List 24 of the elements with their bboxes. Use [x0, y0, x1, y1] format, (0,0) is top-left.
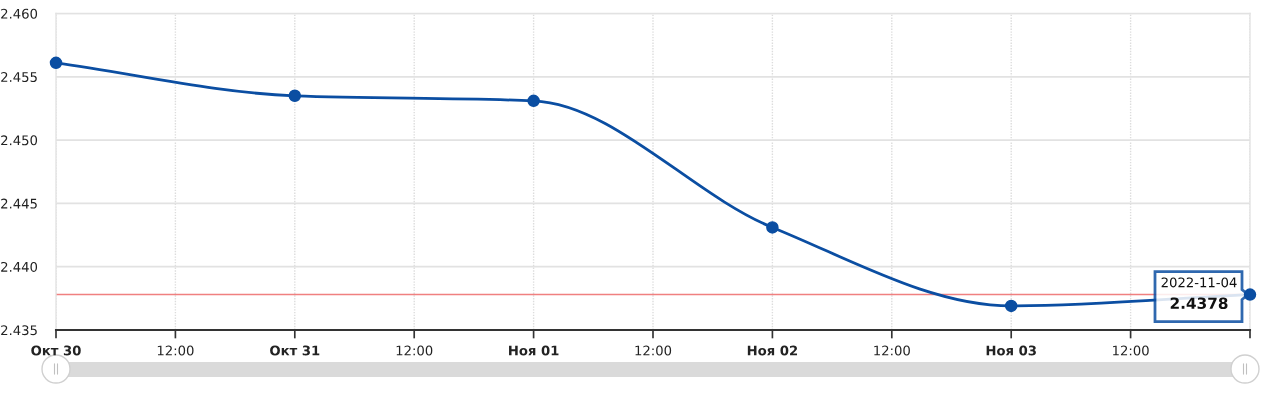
x-tick-label: 12:00 — [396, 345, 433, 356]
point — [527, 94, 540, 108]
point — [1004, 299, 1018, 313]
y-tick-label: 2.450 — [1, 135, 38, 146]
x-tick-label: Ноя 03 — [986, 345, 1036, 356]
y-tick-label: 2.440 — [1, 261, 38, 272]
y-tick-label: 2.455 — [1, 72, 37, 82]
y-tick-label: 2.445 — [1, 198, 37, 209]
point — [288, 89, 302, 103]
y-tick-label: 2.460 — [1, 8, 38, 19]
annotation: 2.4378 — [1170, 297, 1228, 309]
x-tick-label: Ноя 01 — [509, 345, 559, 356]
x-tick-label: Окт 31 — [270, 345, 320, 356]
x-tick-label: 12:00 — [157, 345, 194, 356]
x-tick-label: Окт 30 — [31, 345, 81, 356]
x-tick-label: 12:00 — [635, 345, 672, 356]
x-tick-label: 12:00 — [1113, 345, 1149, 356]
point — [1243, 288, 1257, 301]
y-tick-label: 2.435 — [1, 325, 37, 336]
annotation: 2022-11-04 — [1161, 277, 1237, 288]
x-tick-label: Ноя 02 — [747, 345, 798, 356]
point — [766, 221, 779, 234]
point — [49, 56, 63, 70]
x-tick-label: 12:00 — [874, 345, 910, 356]
